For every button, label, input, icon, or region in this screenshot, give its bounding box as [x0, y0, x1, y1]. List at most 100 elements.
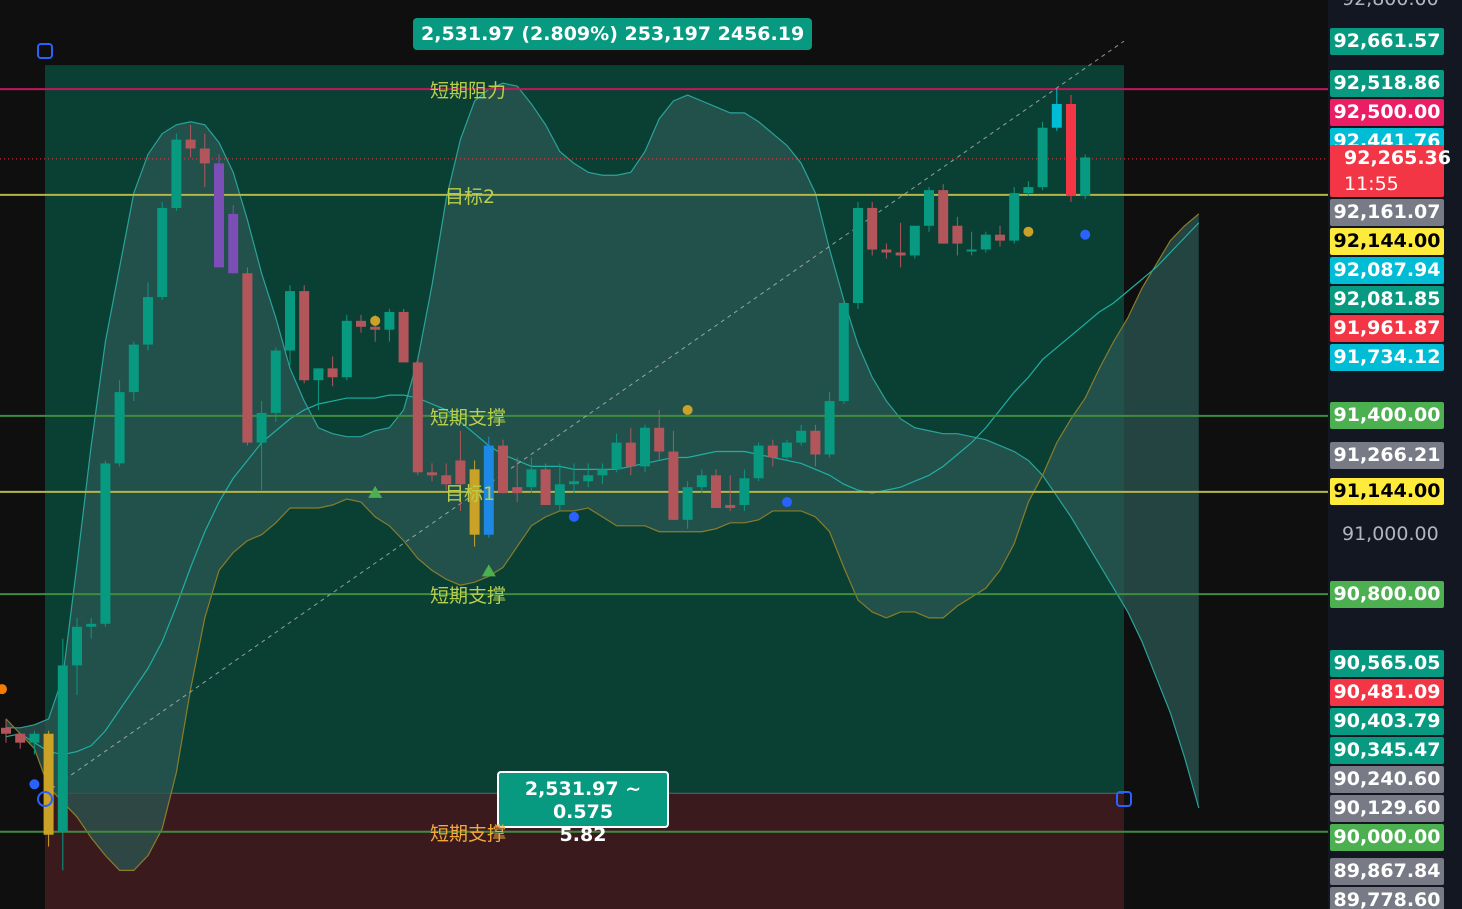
candle-body-32 — [455, 460, 466, 485]
candle-body-27 — [384, 311, 395, 330]
price-tag-19: 90,129.60 — [1330, 795, 1444, 823]
measure-handle-bottom-right[interactable] — [1116, 791, 1132, 807]
price-tag-22: 89,778.60 — [1330, 886, 1444, 909]
current-price-value: 92,265.36 — [1344, 146, 1451, 169]
candle-body-42 — [597, 469, 608, 476]
current-price-tag: 92,265.36 11:55 — [1330, 144, 1451, 197]
candle-body-70 — [995, 234, 1005, 241]
measure-handle-top-left[interactable] — [37, 43, 53, 59]
candle-body-14 — [199, 148, 210, 164]
candle-body-75 — [1066, 103, 1076, 197]
candle-body-74 — [1051, 103, 1062, 128]
candle-body-66 — [938, 190, 949, 244]
candle-body-1 — [15, 733, 26, 743]
bollinger-lower-line — [5, 213, 1200, 871]
candle-body-60 — [853, 207, 863, 303]
candle-body-54 — [767, 445, 778, 458]
candle-body-30 — [427, 472, 437, 476]
candle-body-47 — [668, 451, 679, 520]
candle-body-64 — [909, 225, 920, 256]
candle-body-5 — [72, 626, 82, 666]
candle-body-2 — [29, 733, 40, 743]
candle-body-50 — [711, 475, 721, 508]
candle-body-13 — [185, 139, 196, 149]
price-tag-10: 91,400.00 — [1330, 402, 1444, 430]
candle-body-65 — [924, 190, 934, 226]
candle-body-12 — [171, 139, 182, 208]
price-tag-15: 90,481.09 — [1330, 679, 1444, 707]
signal-dot-2 — [29, 779, 40, 790]
candle-body-73 — [1037, 127, 1048, 188]
candle-body-69 — [980, 234, 991, 250]
candle-body-35 — [498, 445, 508, 494]
price-tag-6: 92,087.94 — [1330, 256, 1444, 284]
level-label-0[interactable]: 短期阻力 — [430, 80, 507, 103]
measure-bottom-line1: 2,531.97 ~ 0.575 — [524, 778, 642, 823]
candle-body-38 — [540, 469, 551, 505]
candle-body-61 — [867, 207, 878, 250]
price-tag-16: 90,403.79 — [1330, 708, 1444, 736]
candle-body-16 — [228, 213, 239, 274]
candle-body-0 — [1, 727, 11, 734]
chart-canvas[interactable] — [0, 0, 1328, 909]
measure-bottom-line2: 5.82 — [559, 824, 607, 846]
candle-body-37 — [526, 469, 537, 488]
price-tag-11: 91,266.21 — [1330, 442, 1444, 470]
level-label-1[interactable]: 目标2 — [445, 185, 496, 208]
candle-body-28 — [398, 311, 409, 363]
price-tag-17: 90,345.47 — [1330, 737, 1444, 765]
price-tag-13: 90,800.00 — [1330, 580, 1444, 608]
candle-body-19 — [270, 350, 281, 413]
price-axis[interactable]: 92,800.00 91,000.0092,661.5792,518.8692,… — [1328, 0, 1462, 909]
level-label-2[interactable]: 短期支撑 — [430, 406, 507, 429]
price-tag-5: 92,144.00 — [1330, 227, 1444, 255]
candle-body-34 — [483, 445, 494, 535]
candle-body-53 — [753, 445, 764, 479]
measure-handle-bottom-left[interactable] — [37, 791, 53, 807]
price-tag-8: 91,961.87 — [1330, 314, 1444, 342]
candle-body-6 — [86, 623, 97, 627]
candle-body-23 — [327, 368, 338, 378]
candle-body-40 — [569, 481, 579, 485]
price-chart[interactable]: 2,531.97 (2.809%) 253,197 2456.19 2,531.… — [0, 0, 1328, 909]
candle-body-10 — [143, 297, 153, 345]
candle-body-58 — [824, 401, 835, 455]
level-label-3[interactable]: 目标1 — [445, 482, 496, 505]
candle-body-36 — [512, 487, 523, 494]
signal-triangle-1 — [368, 485, 383, 498]
price-tag-1: 92,518.86 — [1330, 70, 1444, 97]
candle-body-8 — [114, 392, 125, 464]
candle-body-39 — [554, 484, 565, 505]
price-tag-7: 92,081.85 — [1330, 285, 1444, 313]
signal-dot-3 — [370, 315, 381, 326]
signal-dot-7 — [1023, 226, 1034, 237]
candle-body-11 — [157, 207, 168, 298]
level-label-5[interactable]: 短期支撑 — [430, 822, 507, 845]
candle-body-43 — [611, 442, 622, 470]
signal-dot-5 — [682, 404, 693, 415]
candle-body-67 — [952, 225, 963, 244]
candle-body-15 — [214, 163, 224, 268]
signal-dot-4 — [569, 511, 579, 522]
candle-body-55 — [782, 442, 792, 458]
price-tag-18: 90,240.60 — [1330, 766, 1444, 794]
candle-body-20 — [285, 291, 295, 351]
measure-bottom-label[interactable]: 2,531.97 ~ 0.575 5.82 — [497, 771, 669, 846]
current-price-countdown: 11:55 — [1344, 172, 1399, 195]
candle-body-18 — [256, 412, 267, 443]
price-tag-14: 90,565.05 — [1330, 650, 1444, 678]
level-label-4[interactable]: 短期支撑 — [430, 585, 507, 608]
candle-body-7 — [100, 463, 111, 624]
candle-body-21 — [299, 291, 310, 381]
price-tag-2: 92,500.00 — [1330, 99, 1444, 126]
price-tag-0: 92,661.57 — [1330, 27, 1444, 55]
signal-dot-6 — [782, 497, 792, 508]
axis-top-partial-label: 92,800.00 — [1342, 0, 1439, 10]
candle-body-26 — [370, 326, 381, 330]
candle-body-3 — [43, 733, 54, 835]
candle-body-62 — [881, 249, 892, 253]
candle-body-31 — [441, 475, 452, 485]
candle-body-76 — [1080, 157, 1091, 197]
candle-body-57 — [810, 430, 821, 455]
candle-body-29 — [412, 362, 423, 473]
